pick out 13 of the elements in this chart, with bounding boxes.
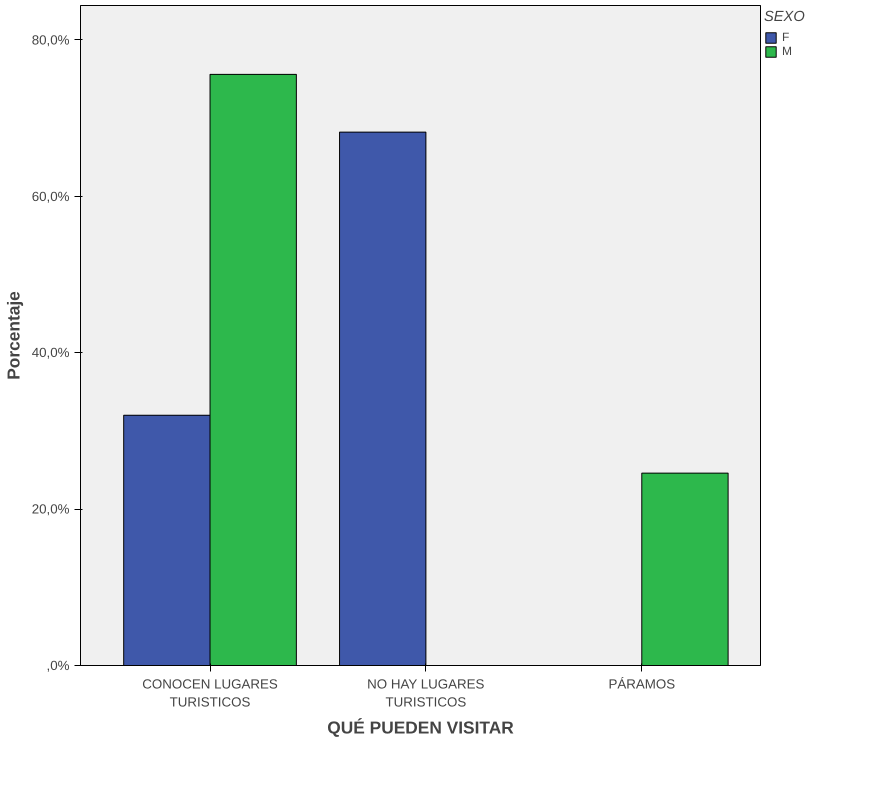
x-tick-label: CONOCEN LUGARES TURISTICOS: [142, 676, 278, 710]
y-tick-label: ,0%: [46, 658, 70, 673]
y-tick-label: 20,0%: [32, 502, 70, 517]
y-tick-label: 80,0%: [32, 32, 70, 48]
y-tick-label: 60,0%: [32, 188, 70, 204]
y-tick-label: 40,0%: [32, 345, 70, 360]
y-axis-title: Porcentaje: [4, 290, 24, 380]
legend-label: M: [782, 44, 793, 58]
x-tick-label: PÁRAMOS: [608, 676, 676, 692]
x-tick-label: NO HAY LUGARES TURISTICOS: [367, 676, 485, 710]
x-axis-title: QUÉ PUEDEN VISITAR: [327, 718, 514, 738]
legend-label: F: [782, 30, 790, 44]
legend-title: SEXO: [764, 9, 805, 25]
